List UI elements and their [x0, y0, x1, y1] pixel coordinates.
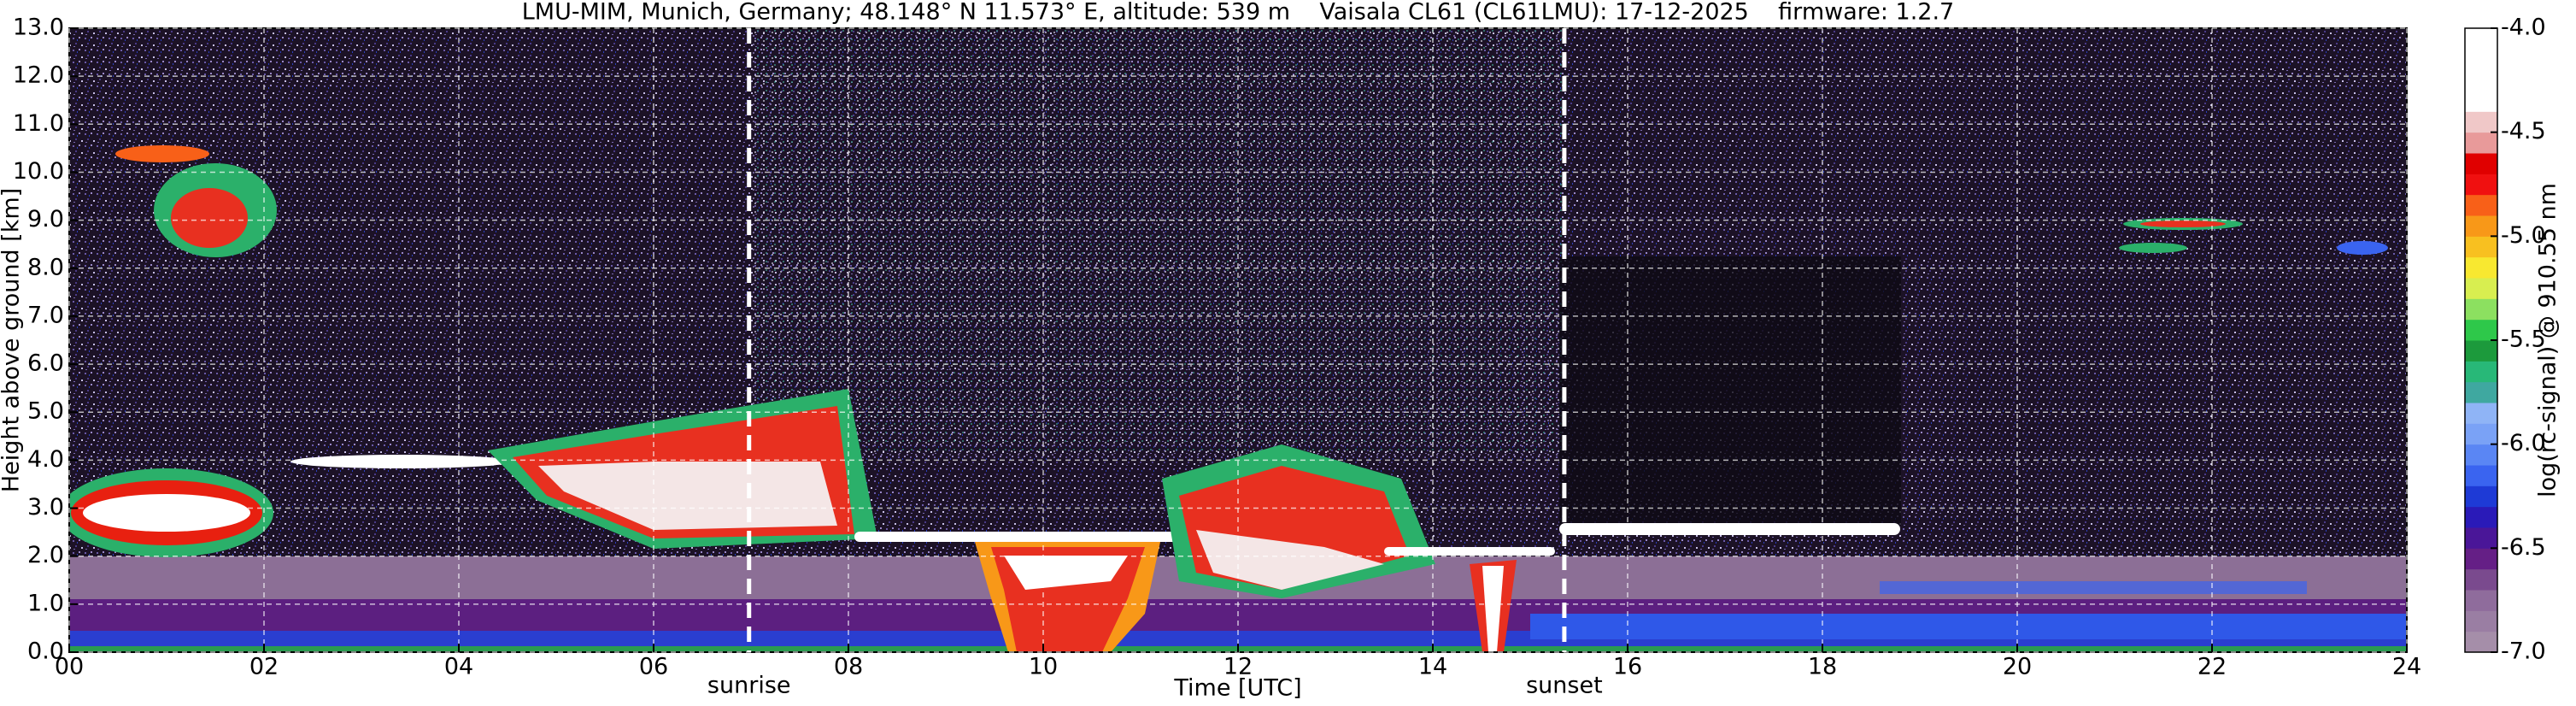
y-tick-label: 4.0 [27, 446, 64, 473]
x-tick-label: 02 [249, 654, 279, 680]
colorbar-segment [2465, 49, 2497, 71]
colorbar-tick-label: -5.0 [2501, 222, 2546, 249]
y-tick-label: 8.0 [27, 254, 64, 280]
colorbar-segment [2465, 590, 2497, 611]
y-tick-label: 1.0 [27, 590, 64, 616]
colorbar-segment [2465, 256, 2497, 279]
x-tick-label: 20 [2003, 654, 2032, 680]
colorbar-segment [2465, 444, 2497, 466]
y-tick-label: 9.0 [27, 206, 64, 232]
x-tick-label: 10 [1029, 654, 1058, 680]
colorbar-segment [2465, 631, 2497, 653]
x-tick-label: 16 [1613, 654, 1642, 680]
colorbar-segment [2465, 28, 2497, 50]
y-tick-label: 5.0 [27, 398, 64, 425]
y-tick-label: 0.0 [27, 638, 64, 665]
colorbar-segment [2465, 423, 2497, 445]
y-tick-label: 6.0 [27, 350, 64, 377]
colorbar-tick-label: -6.5 [2501, 534, 2546, 561]
colorbar-segment [2465, 568, 2497, 591]
colorbar-segment [2465, 298, 2497, 321]
x-axis-label: Time [UTC] [1173, 675, 1301, 702]
x-tick-label: 22 [2198, 654, 2227, 680]
colorbar-segment [2465, 319, 2497, 341]
colorbar-segment [2465, 465, 2497, 486]
y-tick-label: 3.0 [27, 494, 64, 521]
y-tick-label: 7.0 [27, 302, 64, 328]
colorbar-segment [2465, 69, 2497, 91]
colorbar-tick-label: -7.0 [2501, 638, 2546, 665]
x-tick-label: 24 [2392, 654, 2421, 680]
x-tick-label: 04 [444, 654, 473, 680]
colorbar-segment [2465, 153, 2497, 174]
y-tick-label: 11.0 [13, 110, 64, 137]
colorbar-segment [2465, 485, 2497, 508]
colorbar-segment [2465, 361, 2497, 383]
y-tick-label: 2.0 [27, 542, 64, 568]
heatmap-image [69, 28, 2407, 652]
colorbar-segment [2465, 111, 2497, 133]
x-tick-label: 12 [1223, 654, 1253, 680]
chart-title: LMU-MIM, Munich, Germany; 48.148° N 11.5… [522, 0, 1955, 26]
annotation-label: sunset [1526, 673, 1603, 699]
colorbar-segment [2465, 403, 2497, 424]
colorbar-segment [2465, 548, 2497, 570]
x-tick-label: 06 [639, 654, 668, 680]
colorbar-tick-label: -6.0 [2501, 430, 2546, 456]
y-axis-label: Height above ground [km] [0, 188, 25, 492]
colorbar-segment [2465, 215, 2497, 237]
colorbar-segment [2465, 527, 2497, 549]
colorbar-tick-label: -4.0 [2501, 15, 2546, 41]
colorbar-tick-label: -5.5 [2501, 327, 2546, 353]
y-tick-label: 12.0 [13, 62, 64, 89]
colorbar-tick-label: -4.5 [2501, 118, 2546, 144]
colorbar-segment [2465, 132, 2497, 154]
colorbar-segment [2465, 174, 2497, 196]
colorbar-segment [2465, 236, 2497, 258]
colorbar-segment [2465, 506, 2497, 528]
colorbar-segment [2465, 381, 2497, 403]
annotation-label: sunrise [707, 673, 791, 699]
colorbar-segment [2465, 194, 2497, 216]
y-tick-label: 13.0 [13, 15, 64, 41]
y-tick-label: 10.0 [13, 158, 64, 185]
colorbar-label: log(rc-signal) @ 910.55 nm [2535, 183, 2561, 497]
x-tick-label: 14 [1418, 654, 1447, 680]
x-tick-label: 18 [1808, 654, 1837, 680]
colorbar-segment [2465, 278, 2497, 299]
colorbar-segment [2465, 91, 2497, 112]
colorbar-segment [2465, 340, 2497, 362]
x-tick-label: 08 [834, 654, 863, 680]
colorbar-segment [2465, 610, 2497, 632]
x-tick-label: 00 [55, 654, 84, 680]
